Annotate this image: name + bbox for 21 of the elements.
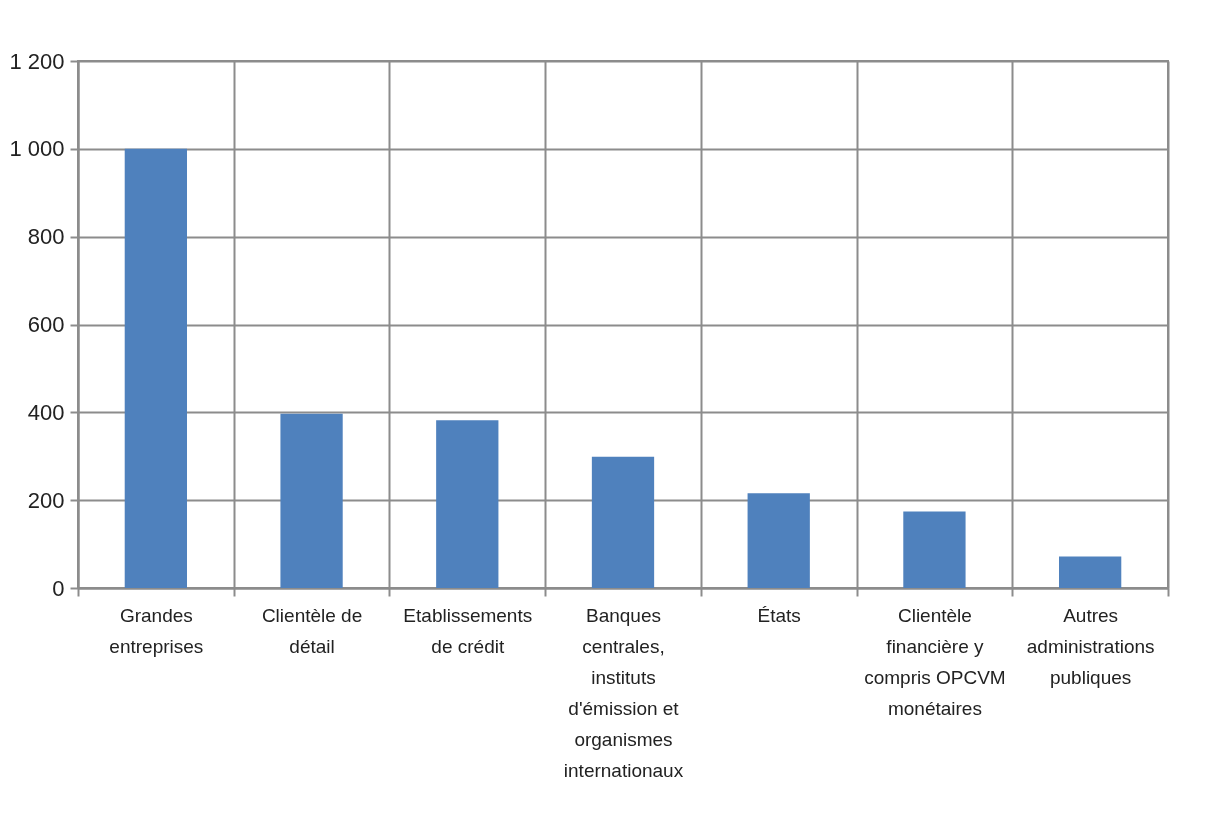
- y-tick-label: 400: [27, 399, 65, 425]
- y-tick-label: 200: [27, 487, 65, 513]
- bar: [591, 456, 655, 588]
- bar: [747, 493, 810, 588]
- bar: [1059, 556, 1122, 588]
- x-tick-label: Banques centrales, instituts d'émission et organismes internationaux: [563, 604, 684, 781]
- y-tick-label: 1 200: [9, 48, 65, 74]
- x-tick-label: Etablissements de crédit: [403, 604, 533, 657]
- x-tick-label: Clientèle de détail: [261, 604, 363, 657]
- bar: [903, 511, 966, 588]
- x-tick-label: Autres administrations publiques: [1026, 604, 1155, 688]
- y-tick-label: 800: [27, 224, 65, 250]
- y-tick-label: 1 000: [9, 136, 65, 162]
- x-tick-label: Clientèle financière y compris OPCVM monétaires: [864, 604, 1006, 719]
- y-tick-label: 600: [27, 312, 65, 337]
- x-tick-label: Grandes entreprises: [109, 604, 204, 657]
- bar: [436, 420, 499, 588]
- bar: [280, 413, 343, 588]
- bar: [124, 148, 187, 588]
- y-tick-label: 0: [52, 575, 65, 601]
- x-tick-label: États: [757, 604, 801, 626]
